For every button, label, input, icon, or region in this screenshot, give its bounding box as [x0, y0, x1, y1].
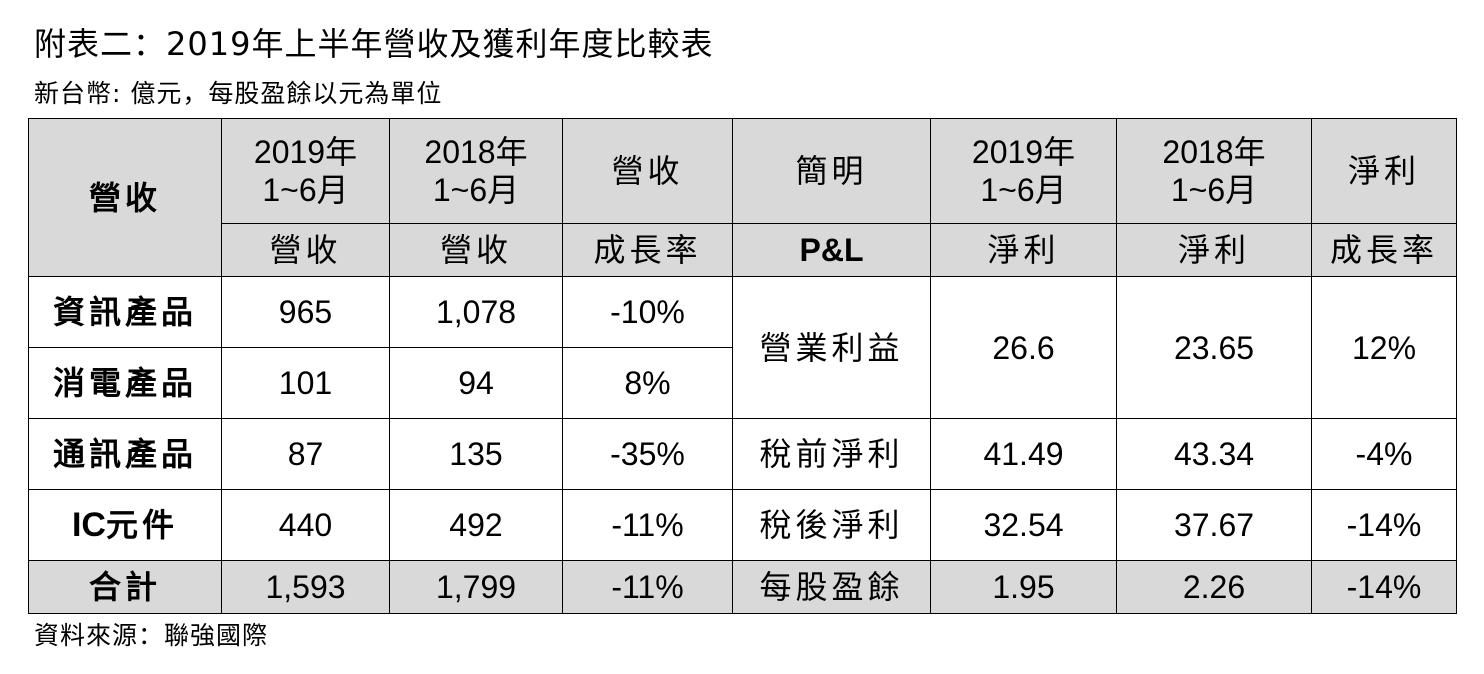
header-pl-bottom: P&L [732, 223, 931, 277]
profit-2019: 26.6 [930, 276, 1117, 419]
table-title: 附表二：2019年上半年營收及獲利年度比較表 [34, 25, 714, 63]
header-rev-growth-bottom: 成長率 [562, 223, 733, 277]
profit-growth: -4% [1311, 418, 1457, 490]
row-label-cjk: 元件 [105, 506, 178, 544]
header-np-2019-sub: 淨利 [930, 223, 1117, 277]
header-np-2018-sub: 淨利 [1116, 223, 1312, 277]
profit-growth: -14% [1311, 489, 1457, 561]
profit-2018: 23.65 [1116, 276, 1312, 419]
revenue-2019: 87 [221, 418, 390, 490]
header-np-2019: 2019年 1~6月 [930, 118, 1117, 224]
source-note: 資料來源：聯強國際 [34, 621, 269, 650]
header-revenue-label: 營收 [28, 118, 222, 277]
header-rev-2019: 2019年 1~6月 [221, 118, 390, 224]
revenue-2018: 492 [389, 489, 563, 561]
row-label: 通訊產品 [28, 418, 222, 490]
revenue-growth: -11% [562, 489, 733, 561]
pl-label: 營業利益 [732, 276, 931, 419]
total-revenue-2018: 1,799 [389, 560, 563, 614]
header-rev-2018: 2018年 1~6月 [389, 118, 563, 224]
header-rev-2018-sub: 營收 [389, 223, 563, 277]
comparison-table: 營收 2019年 1~6月 2018年 1~6月 營收 簡明 2019年 1~6… [28, 118, 1457, 614]
total-revenue-2019: 1,593 [221, 560, 390, 614]
header-np-2019-year: 2019年 [971, 134, 1076, 170]
revenue-growth: -10% [562, 276, 733, 348]
header-pl-top: 簡明 [732, 118, 931, 224]
eps-label: 每股盈餘 [732, 560, 931, 614]
eps-growth: -14% [1311, 560, 1457, 614]
revenue-2019: 965 [221, 276, 390, 348]
header-np-2018-period: 1~6月 [1170, 172, 1258, 208]
revenue-2018: 1,078 [389, 276, 563, 348]
header-np-2018-year: 2018年 [1162, 134, 1266, 170]
revenue-2019: 440 [221, 489, 390, 561]
revenue-2019: 101 [221, 347, 390, 419]
total-revenue-growth: -11% [562, 560, 733, 614]
profit-2018: 43.34 [1116, 418, 1312, 490]
row-label-latin: IC [71, 506, 106, 544]
header-rev-2018-period: 1~6月 [432, 172, 520, 208]
unit-note: 新台幣: 億元，每股盈餘以元為單位 [34, 79, 443, 108]
header-rev-2019-period: 1~6月 [262, 172, 349, 208]
header-rev-2018-year: 2018年 [424, 134, 528, 170]
profit-2018: 37.67 [1116, 489, 1312, 561]
revenue-growth: 8% [562, 347, 733, 419]
header-rev-2019-sub: 營收 [221, 223, 390, 277]
profit-growth: 12% [1311, 276, 1457, 419]
header-np-2019-period: 1~6月 [980, 172, 1067, 208]
row-label: 資訊產品 [28, 276, 222, 348]
profit-2019: 41.49 [930, 418, 1117, 490]
eps-2019: 1.95 [930, 560, 1117, 614]
header-np-growth-top: 淨利 [1311, 118, 1457, 224]
row-label: 消電產品 [28, 347, 222, 419]
revenue-2018: 94 [389, 347, 563, 419]
revenue-growth: -35% [562, 418, 733, 490]
pl-label: 稅前淨利 [732, 418, 931, 490]
pl-label: 稅後淨利 [732, 489, 931, 561]
total-label: 合計 [28, 560, 222, 614]
row-label: IC元件 [28, 489, 222, 561]
eps-2018: 2.26 [1116, 560, 1312, 614]
header-rev-growth-top: 營收 [562, 118, 733, 224]
header-np-2018: 2018年 1~6月 [1116, 118, 1312, 224]
profit-2019: 32.54 [930, 489, 1117, 561]
header-rev-2019-year: 2019年 [253, 134, 358, 170]
header-np-growth-bottom: 成長率 [1311, 223, 1457, 277]
revenue-2018: 135 [389, 418, 563, 490]
